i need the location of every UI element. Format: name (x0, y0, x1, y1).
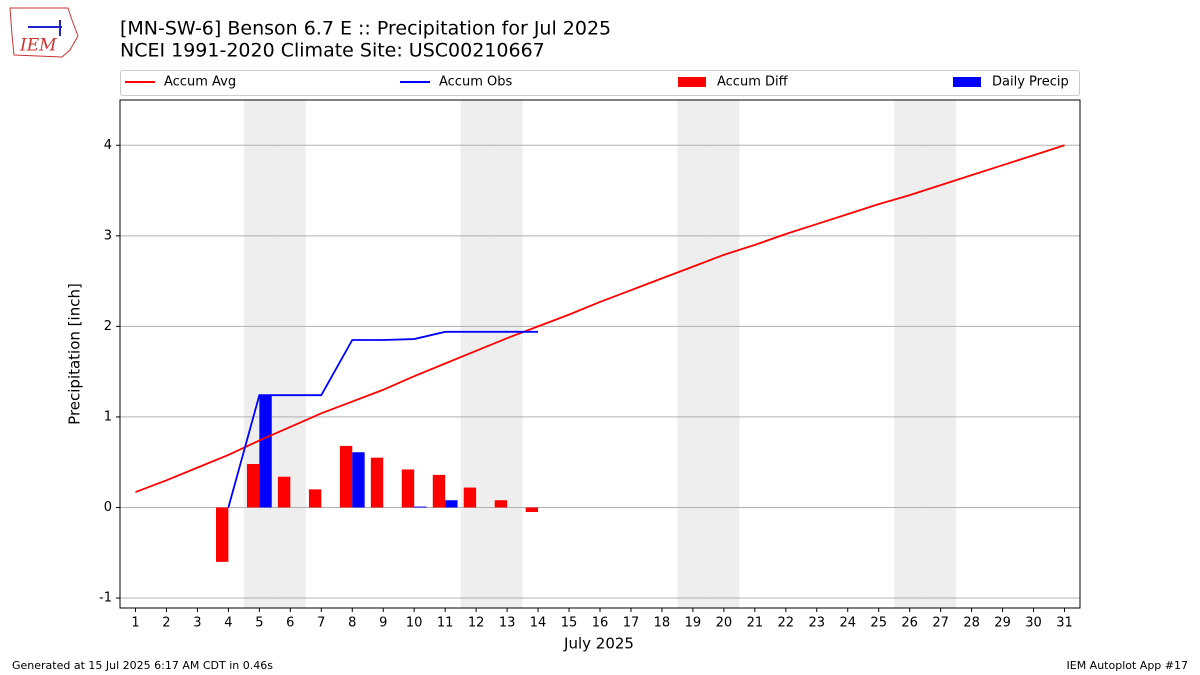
x-tick-label: 4 (224, 616, 232, 631)
logo: IEM (9, 7, 79, 58)
x-tick-label: 1 (131, 616, 139, 631)
bar (216, 507, 229, 562)
x-tick-label: 28 (963, 616, 980, 631)
x-tick-label: 8 (348, 616, 356, 631)
weekend-shade (491, 100, 523, 608)
x-tick-label: 22 (778, 616, 795, 631)
weekend-shade (243, 100, 275, 608)
x-tick-label: 30 (1025, 616, 1042, 631)
bar (339, 445, 353, 508)
x-tick-label: 16 (592, 616, 609, 631)
x-tick-label: 10 (406, 616, 423, 631)
x-tick-label: 13 (499, 616, 516, 631)
footer-left: Generated at 15 Jul 2025 6:17 AM CDT in … (12, 659, 273, 672)
x-tick-label: 6 (286, 616, 294, 631)
legend-label: Accum Diff (717, 75, 789, 90)
x-tick-label: 24 (839, 616, 856, 631)
y-tick-label: 1 (104, 409, 112, 424)
y-axis-label: Precipitation [inch] (66, 283, 84, 425)
x-tick-label: 17 (623, 616, 640, 631)
x-tick-label: 5 (255, 616, 263, 631)
x-tick-label: 3 (193, 616, 201, 631)
x-tick-label: 27 (932, 616, 949, 631)
y-tick-label: 0 (104, 500, 112, 515)
y-tick-label: -1 (99, 591, 112, 606)
y-tick-label: 4 (104, 138, 112, 153)
x-tick-label: 7 (317, 616, 325, 631)
x-tick-label: 9 (379, 616, 387, 631)
weekend-shade (274, 100, 306, 608)
bar (401, 469, 415, 508)
x-tick-label: 21 (747, 616, 764, 631)
logo-text: IEM (19, 36, 57, 56)
legend-box (120, 70, 1080, 96)
plot-frame (119, 99, 1081, 609)
bar (352, 452, 365, 508)
bar (463, 487, 477, 508)
y-tick-label: 3 (104, 228, 112, 243)
weekend-shade (460, 100, 492, 608)
weekend-shade (925, 100, 957, 608)
bar (370, 457, 384, 508)
chart-title: [MN-SW-6] Benson 6.7 E :: Precipitation … (120, 18, 611, 40)
x-tick-label: 26 (901, 616, 918, 631)
x-tick-label: 12 (468, 616, 485, 631)
x-tick-label: 19 (685, 616, 702, 631)
bar (445, 500, 458, 508)
x-tick-label: 2 (162, 616, 170, 631)
bar (308, 489, 322, 508)
weekend-shade (894, 100, 926, 608)
x-tick-label: 11 (437, 616, 454, 631)
bar (432, 474, 446, 508)
legend-label: Daily Precip (992, 75, 1069, 90)
legend-label: Accum Avg (164, 75, 236, 90)
bar (525, 507, 539, 513)
x-tick-label: 31 (1056, 616, 1073, 631)
chart-subtitle: NCEI 1991-2020 Climate Site: USC00210667 (120, 40, 545, 62)
footer-right: IEM Autoplot App #17 (1067, 659, 1189, 672)
bar (494, 500, 508, 508)
x-tick-label: 29 (994, 616, 1011, 631)
x-tick-label: 14 (530, 616, 547, 631)
bar (259, 395, 272, 508)
x-tick-label: 20 (716, 616, 733, 631)
bar (414, 506, 427, 508)
x-tick-label: 25 (870, 616, 887, 631)
bar (277, 476, 291, 508)
y-tick-label: 2 (104, 319, 112, 334)
line (227, 330, 539, 508)
legend-swatch (678, 77, 706, 87)
legend-swatch (953, 77, 981, 87)
x-axis-label: July 2025 (563, 635, 634, 653)
x-tick-label: 23 (809, 616, 826, 631)
bar (246, 464, 260, 508)
line (135, 144, 1065, 493)
legend-label: Accum Obs (439, 75, 512, 90)
weekend-shade (708, 100, 740, 608)
x-tick-label: 15 (561, 616, 578, 631)
weekend-shade (677, 100, 709, 608)
x-tick-label: 18 (654, 616, 671, 631)
